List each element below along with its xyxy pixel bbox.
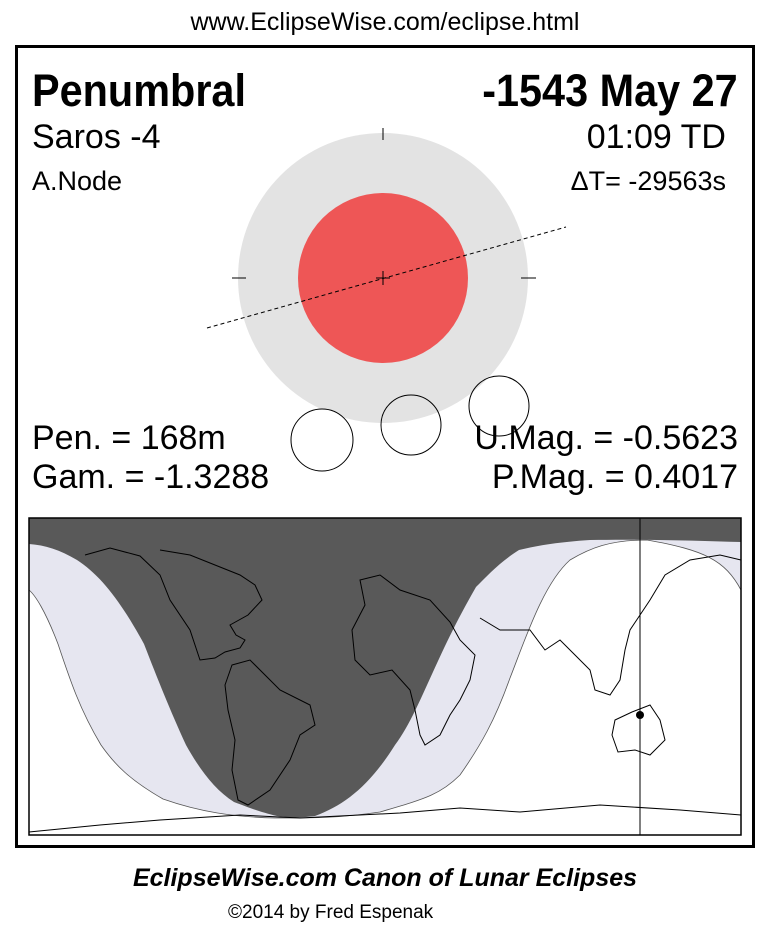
moon-greatest-eclipse — [380, 394, 442, 456]
moon-first-contact — [290, 408, 354, 472]
delta-t: ΔT= -29563s — [570, 166, 726, 196]
diagram-frame — [15, 45, 755, 848]
umbral-magnitude: U.Mag. = -0.5623 — [474, 419, 738, 457]
saros: Saros -4 — [32, 118, 161, 156]
moon-path-line — [206, 226, 567, 329]
south-america-coast — [224, 659, 316, 806]
node: A.Node — [32, 166, 123, 196]
eclipse-time: 01:09 TD — [586, 118, 726, 156]
gamma: Gam. = -1.3288 — [32, 458, 270, 496]
penumbral-magnitude: P.Mag. = 0.4017 — [491, 458, 738, 496]
north-america-coast — [84, 547, 263, 661]
footer-title: EclipseWise.com Canon of Lunar Eclipses — [132, 864, 638, 892]
coastlines — [28, 547, 742, 833]
header-url: www.EclipseWise.com/eclipse.html — [190, 8, 580, 36]
night-side-zone — [29, 518, 741, 818]
moon-last-contact — [468, 375, 530, 437]
europe-africa-coast — [351, 574, 476, 746]
antarctica-coast — [28, 804, 742, 833]
visibility-map — [28, 517, 742, 836]
penumbral-duration: Pen. = 168m — [32, 419, 226, 457]
footer-copyright: ©2014 by Fred Espenak — [228, 902, 434, 923]
moon-zenith-point — [636, 711, 644, 719]
australia-coast — [611, 704, 666, 756]
asia-coast — [479, 554, 742, 696]
eclipse-date: -1543 May 27 — [482, 65, 738, 116]
eclipse-type: Penumbral — [32, 65, 246, 116]
